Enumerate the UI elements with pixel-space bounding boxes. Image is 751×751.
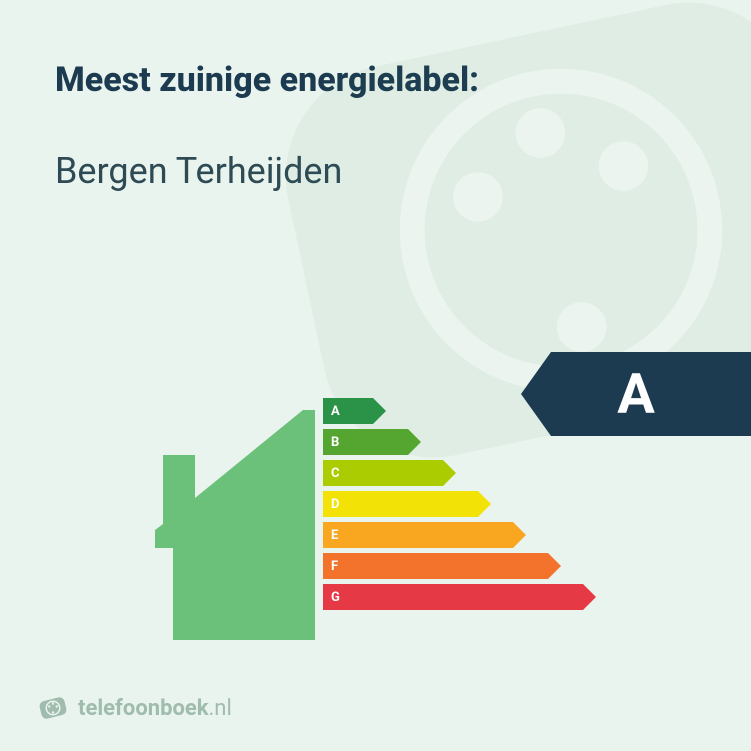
house-icon — [155, 410, 325, 640]
result-letter: A — [617, 361, 655, 427]
energy-bar: A — [323, 398, 386, 424]
footer-brand-bold: telefoonboek — [78, 696, 209, 721]
energy-bar-e: E — [323, 522, 526, 548]
energy-bar: E — [323, 522, 526, 548]
page-title: Meest zuinige energielabel: — [55, 60, 696, 100]
energy-bar-c: C — [323, 460, 456, 486]
phonebook-icon — [38, 693, 68, 723]
energy-bar: D — [323, 491, 491, 517]
energy-bar: C — [323, 460, 456, 486]
result-badge: A — [521, 352, 751, 436]
footer-brand: telefoonboek.nl — [78, 696, 232, 721]
location-name: Bergen Terheijden — [55, 150, 696, 192]
energy-bar-d: D — [323, 491, 491, 517]
footer-brand-light: .nl — [209, 696, 232, 721]
footer: telefoonboek.nl — [38, 693, 232, 723]
energy-bar: G — [323, 584, 596, 610]
energy-bar-g: G — [323, 584, 596, 610]
energy-bar: B — [323, 429, 421, 455]
energy-bar-f: F — [323, 553, 561, 579]
energy-bar-b: B — [323, 429, 421, 455]
energy-bar: F — [323, 553, 561, 579]
energy-bar-a: A — [323, 398, 386, 424]
card-root: Meest zuinige energielabel: Bergen Terhe… — [0, 0, 751, 751]
